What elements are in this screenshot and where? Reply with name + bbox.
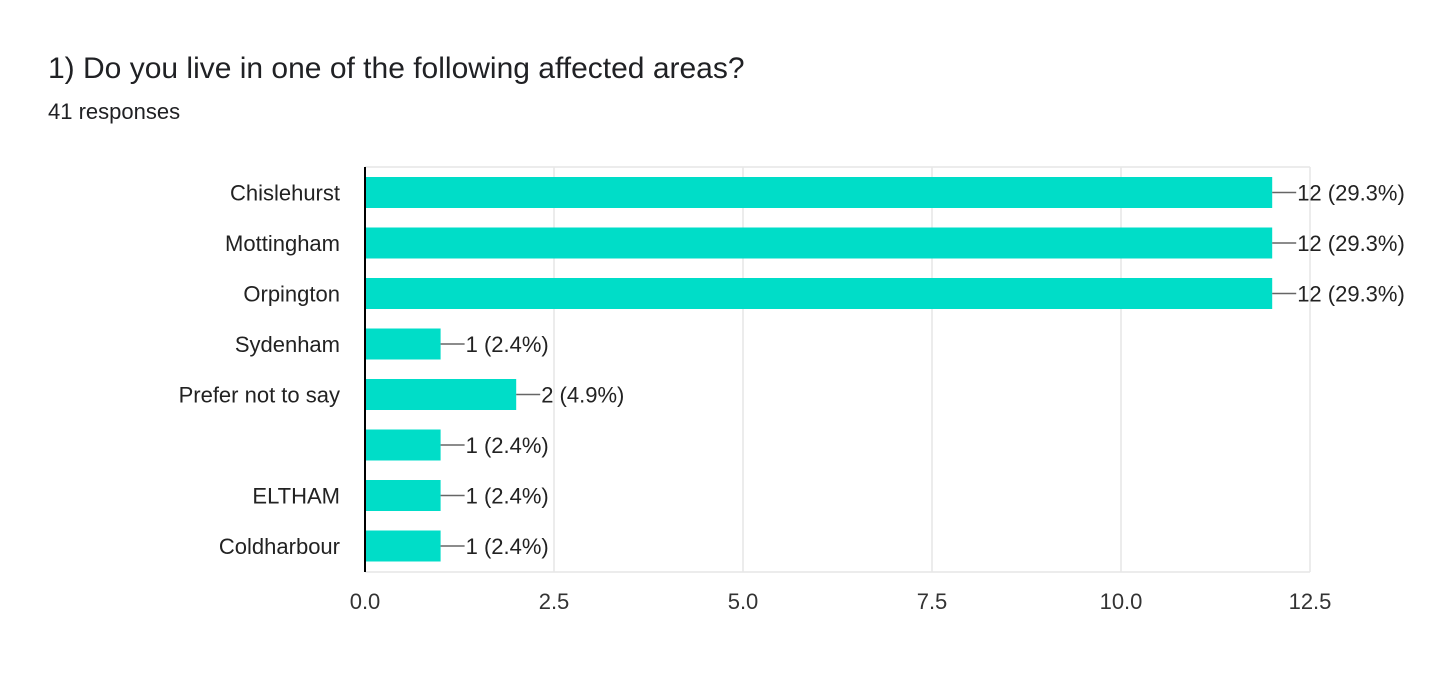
x-tick-label: 10.0 — [1100, 589, 1143, 614]
x-tick-label: 0.0 — [350, 589, 381, 614]
category-label: Coldharbour — [219, 534, 340, 559]
x-tick-label: 5.0 — [728, 589, 759, 614]
value-label: 1 (2.4%) — [466, 484, 549, 509]
category-label: Sydenham — [235, 332, 340, 357]
value-label: 1 (2.4%) — [466, 534, 549, 559]
bar — [365, 227, 1273, 259]
bar — [365, 278, 1273, 309]
category-label: Chislehurst — [230, 181, 340, 206]
bar — [365, 328, 441, 360]
value-label: 12 (29.3%) — [1297, 231, 1405, 256]
bar — [365, 379, 517, 410]
bar — [365, 177, 1273, 208]
bar — [365, 530, 441, 562]
value-label: 12 (29.3%) — [1297, 282, 1405, 307]
x-tick-label: 7.5 — [917, 589, 948, 614]
category-label: Orpington — [243, 282, 340, 307]
question-title: 1) Do you live in one of the following a… — [48, 52, 745, 85]
response-count: 41 responses — [48, 99, 181, 124]
bar — [365, 429, 441, 461]
value-label: 2 (4.9%) — [541, 383, 624, 408]
value-label: 12 (29.3%) — [1297, 181, 1405, 206]
bar — [365, 480, 441, 511]
value-label: 1 (2.4%) — [466, 332, 549, 357]
category-label: Mottingham — [225, 231, 340, 256]
x-tick-label: 2.5 — [539, 589, 570, 614]
value-label: 1 (2.4%) — [466, 433, 549, 458]
category-label: Prefer not to say — [179, 383, 340, 408]
category-label: ELTHAM — [252, 484, 340, 509]
x-tick-label: 12.5 — [1289, 589, 1332, 614]
